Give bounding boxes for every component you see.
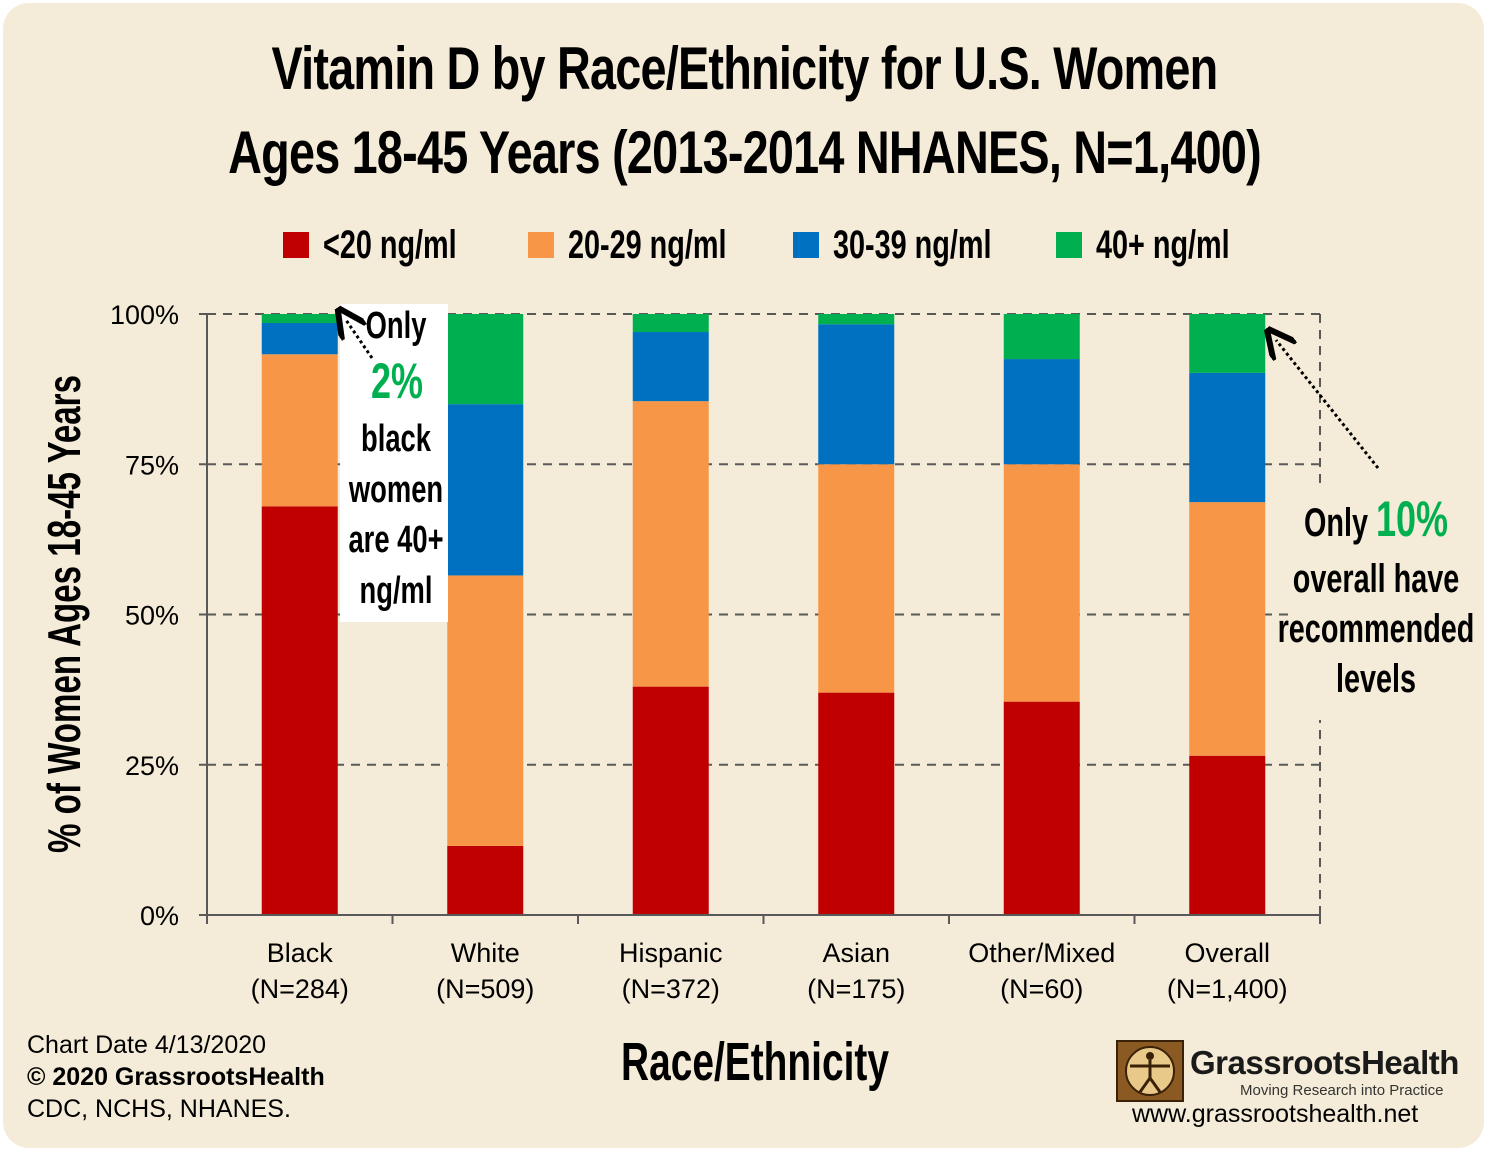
vitruvian-figure-icon — [1125, 1046, 1175, 1096]
bar-other-mixed-series-3 — [1003, 314, 1080, 360]
y-tick-label-0: 0% — [140, 901, 179, 931]
bar-black-series-2 — [261, 323, 338, 355]
y-tick-label-100: 100% — [110, 300, 179, 330]
bar-black-series-0 — [261, 506, 338, 915]
y-tick-label-25: 25% — [125, 751, 179, 781]
x-tick-label-5: Overall — [1184, 938, 1270, 968]
bar-black-series-3 — [261, 314, 338, 324]
bar-other-mixed-series-1 — [1003, 464, 1080, 702]
annotation-black: Only 2% black women are 40+ ng/ml — [340, 304, 448, 622]
data-source: CDC, NCHS, NHANES. — [27, 1095, 291, 1123]
annotation-overall-line-2: overall have — [1293, 556, 1459, 601]
annotation-overall-line-4: levels — [1336, 656, 1416, 701]
bar-black-series-1 — [261, 354, 338, 507]
x-tick-label-3: Asian — [822, 938, 890, 968]
x-tick-sublabel-0: (N=284) — [251, 974, 349, 1004]
annotation-overall-line-3: recommended — [1278, 606, 1475, 651]
legend-item-lt20: <20 ng/ml — [283, 222, 509, 268]
bar-hispanic-series-0 — [632, 686, 709, 915]
x-tick-sublabel-2: (N=372) — [622, 974, 720, 1004]
bar-asian-series-0 — [818, 692, 895, 915]
bars — [261, 314, 1266, 915]
bar-asian-series-3 — [818, 314, 895, 325]
annotation-black-box — [340, 304, 448, 622]
annotation-overall-box — [1288, 488, 1464, 720]
bar-asian-series-2 — [818, 324, 895, 465]
logo-tagline: Moving Research into Practice — [1240, 1082, 1444, 1099]
annotation-black-line-3: black — [361, 418, 431, 460]
chart-date: Chart Date 4/13/2020 — [27, 1031, 267, 1059]
y-tick-label-75: 75% — [125, 450, 179, 480]
annotation-overall-arrow — [1276, 340, 1380, 469]
chart-title-line-1: Vitamin D by Race/Ethnicity for U.S. Wom… — [271, 35, 1219, 102]
y-axis-label: % of Women Ages 18-45 Years — [40, 375, 90, 853]
annotation-black-line-4: women — [348, 469, 443, 511]
bar-white-series-3 — [447, 314, 524, 405]
annotation-overall: Only 10% overall have recommended levels — [1276, 340, 1474, 720]
x-tick-label-4: Other/Mixed — [968, 938, 1115, 968]
legend-swatch-lt20 — [283, 232, 309, 258]
annotation-black-line-6: ng/ml — [360, 570, 433, 612]
bar-other-mixed-series-0 — [1003, 701, 1080, 915]
legend-label-lt20: <20 ng/ml — [323, 222, 457, 267]
legend-swatch-30-39 — [793, 232, 819, 258]
x-tick-sublabel-1: (N=509) — [436, 974, 534, 1004]
bar-other-mixed-series-2 — [1003, 359, 1080, 465]
bar-white-series-0 — [447, 845, 524, 915]
bar-hispanic-series-1 — [632, 401, 709, 687]
legend-label-20-29: 20-29 ng/ml — [568, 222, 727, 267]
legend-item-40plus: 40+ ng/ml — [1056, 222, 1282, 268]
y-tick-labels: 0% 25% 50% 75% 100% — [110, 300, 179, 931]
annotation-black-highlight: 2% — [371, 354, 423, 409]
legend-swatch-40plus — [1056, 232, 1082, 258]
annotation-overall-only: Only — [1304, 500, 1376, 545]
bar-overall-series-1 — [1189, 502, 1266, 756]
annotation-overall-highlight: 10% — [1376, 492, 1448, 547]
annotation-black-line-1: Only — [366, 305, 427, 347]
bar-hispanic-series-2 — [632, 332, 709, 402]
chart-title-line-2: Ages 18-45 Years (2013-2014 NHANES, N=1,… — [228, 119, 1262, 186]
x-tick-sublabel-4: (N=60) — [1000, 974, 1083, 1004]
annotation-black-arrow — [346, 320, 374, 359]
x-tick-sublabel-3: (N=175) — [807, 974, 905, 1004]
bar-white-series-2 — [447, 404, 524, 576]
bar-overall-series-2 — [1189, 372, 1266, 503]
logo-url[interactable]: www.grassrootshealth.net — [1132, 1100, 1419, 1128]
x-tick-label-0: Black — [267, 938, 334, 968]
legend-swatch-20-29 — [528, 232, 554, 258]
x-tick-label-1: White — [451, 938, 520, 968]
x-axis-label: Race/Ethnicity — [621, 1031, 889, 1092]
bar-asian-series-1 — [818, 464, 895, 693]
logo-name: GrassrootsHealth — [1190, 1044, 1459, 1081]
vitruvian-logo-icon — [1116, 1040, 1184, 1102]
legend-item-20-29: 20-29 ng/ml — [528, 222, 788, 268]
legend-item-30-39: 30-39 ng/ml — [793, 222, 1053, 268]
grid-lines — [207, 313, 1321, 915]
x-tick-labels: Black (N=284) White (N=509) Hispanic (N=372) A… — [251, 938, 1288, 1004]
annotation-overall-line-1: Only 10% — [1304, 492, 1448, 547]
annotation-black-line-5: are 40+ — [348, 519, 443, 561]
bar-hispanic-series-3 — [632, 314, 709, 333]
axes — [199, 313, 1321, 924]
legend-label-30-39: 30-39 ng/ml — [833, 222, 992, 267]
x-tick-sublabel-5: (N=1,400) — [1167, 974, 1288, 1004]
copyright: © 2020 GrassrootsHealth — [27, 1063, 325, 1091]
bar-overall-series-3 — [1189, 314, 1266, 373]
y-tick-label-50: 50% — [125, 601, 179, 631]
legend-label-40plus: 40+ ng/ml — [1096, 222, 1230, 267]
bar-white-series-1 — [447, 575, 524, 846]
x-tick-label-2: Hispanic — [619, 938, 723, 968]
bar-overall-series-0 — [1189, 755, 1266, 915]
